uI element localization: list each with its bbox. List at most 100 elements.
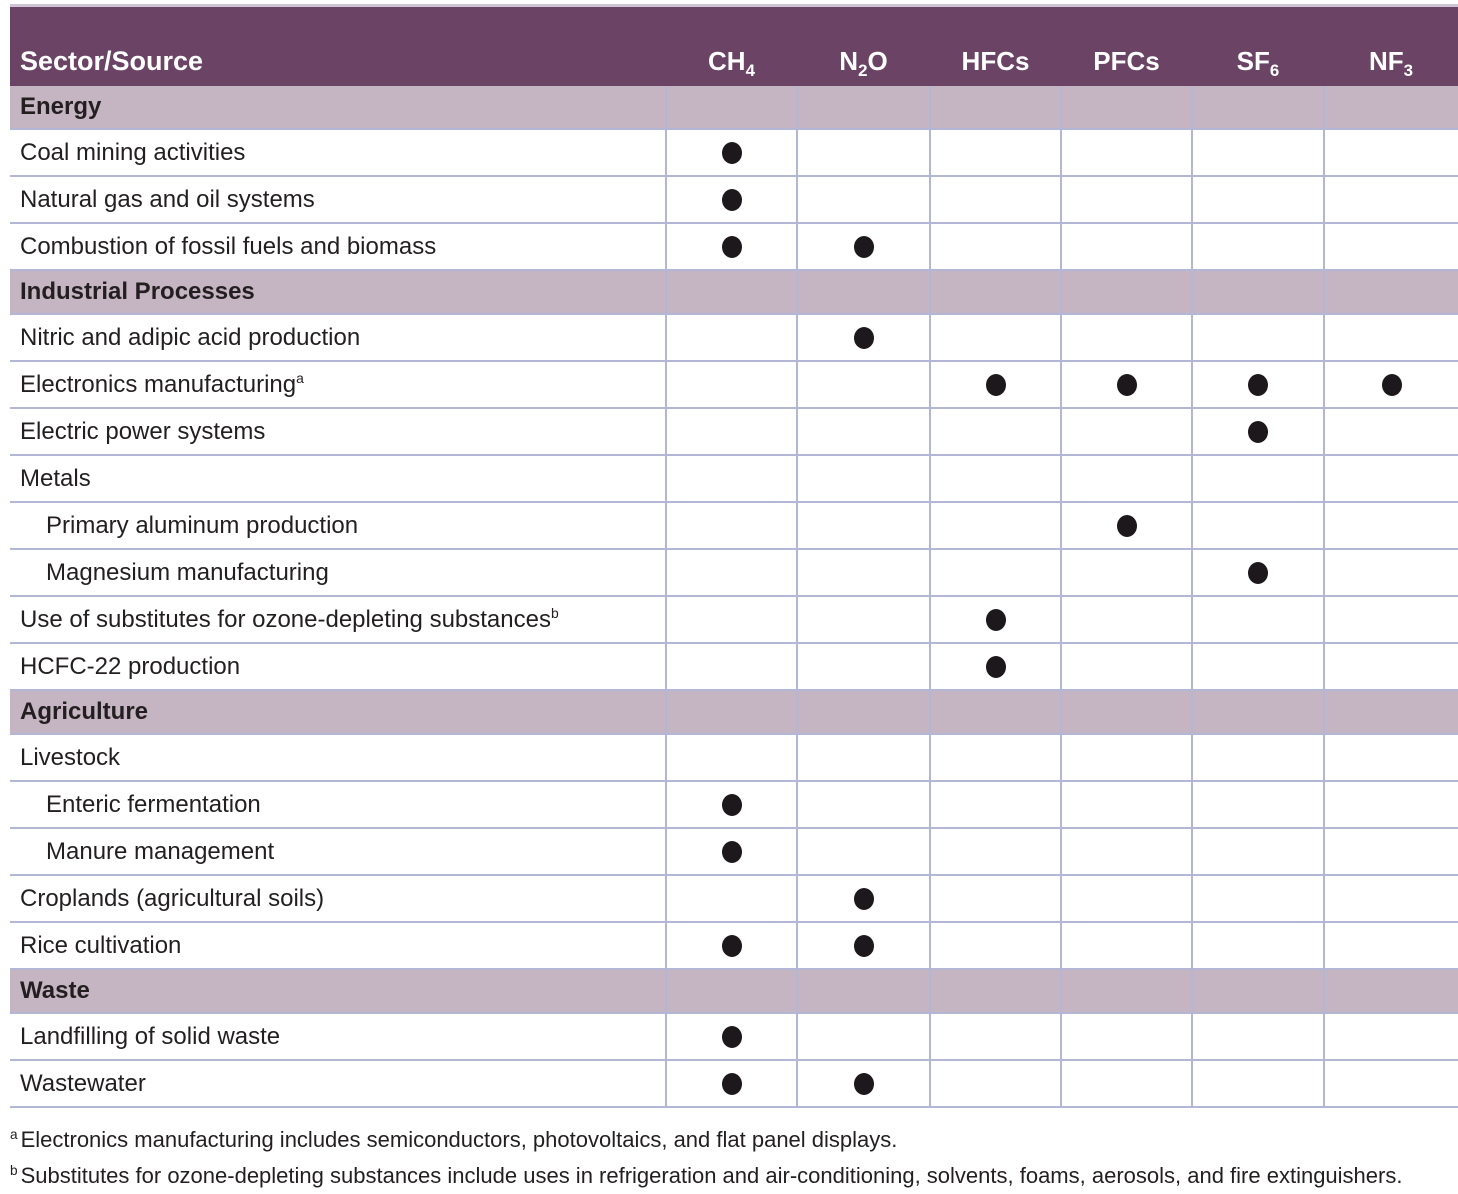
cell-sf6	[1191, 408, 1324, 456]
cell-nf3	[1323, 875, 1458, 923]
cell-hfcs	[929, 781, 1061, 829]
cell-pfcs	[1060, 176, 1192, 224]
cell-ch4	[665, 1013, 797, 1061]
section-label: Energy	[10, 86, 666, 130]
cell-ch4	[665, 314, 797, 362]
cell-ch4	[665, 129, 797, 177]
footnotes: a Electronics manufacturing includes semi…	[10, 1122, 1458, 1194]
cell-sf6	[1191, 969, 1324, 1014]
section-row-agriculture: Agriculture	[10, 690, 1458, 735]
cell-hfcs	[929, 408, 1061, 456]
dot-marker	[721, 235, 742, 258]
row-combustion-of-fossil-fuels-and-biomass: Combustion of fossil fuels and biomass	[10, 223, 1458, 271]
cell-nf3	[1323, 270, 1458, 315]
row-label: Rice cultivation	[10, 922, 666, 970]
cell-hfcs	[929, 549, 1061, 597]
cell-nf3	[1323, 455, 1458, 503]
cell-pfcs	[1060, 129, 1192, 177]
cell-pfcs	[1060, 270, 1192, 315]
cell-nf3	[1323, 502, 1458, 550]
cell-sf6	[1191, 690, 1324, 735]
cell-nf3	[1323, 408, 1458, 456]
dot-marker	[853, 326, 874, 349]
cell-ch4	[665, 690, 797, 735]
cell-hfcs	[929, 596, 1061, 644]
row-label: Electronics manufacturinga	[10, 361, 666, 409]
section-row-industrial-processes: Industrial Processes	[10, 270, 1458, 315]
cell-hfcs	[929, 314, 1061, 362]
cell-pfcs	[1060, 875, 1192, 923]
row-label: Croplands (agricultural soils)	[10, 875, 666, 923]
dot-marker	[853, 934, 874, 957]
cell-nf3	[1323, 643, 1458, 691]
cell-n2o	[796, 643, 930, 691]
row-label: Use of substitutes for ozone-depleting s…	[10, 596, 666, 644]
cell-n2o	[796, 781, 930, 829]
cell-sf6	[1191, 596, 1324, 644]
row-metals: Metals	[10, 455, 1458, 503]
row-magnesium-manufacturing: Magnesium manufacturing	[10, 549, 1458, 597]
section-label: Industrial Processes	[10, 270, 666, 315]
cell-n2o	[796, 690, 930, 735]
dot-marker	[721, 1072, 742, 1095]
cell-nf3	[1323, 922, 1458, 970]
cell-sf6	[1191, 361, 1324, 409]
cell-nf3	[1323, 1060, 1458, 1108]
cell-hfcs	[929, 875, 1061, 923]
row-manure-management: Manure management	[10, 828, 1458, 876]
cell-pfcs	[1060, 314, 1192, 362]
footnote-b: b Substitutes for ozone-depleting substan…	[10, 1158, 1458, 1194]
footnote-a-marker: a	[10, 1126, 18, 1142]
cell-sf6	[1191, 314, 1324, 362]
cell-pfcs	[1060, 922, 1192, 970]
row-hcfc-22-production: HCFC-22 production	[10, 643, 1458, 691]
cell-ch4	[665, 270, 797, 315]
footnote-a-text: Electronics manufacturing includes semic…	[20, 1127, 898, 1152]
cell-sf6	[1191, 828, 1324, 876]
row-rice-cultivation: Rice cultivation	[10, 922, 1458, 970]
row-wastewater: Wastewater	[10, 1060, 1458, 1108]
cell-sf6	[1191, 129, 1324, 177]
cell-hfcs	[929, 969, 1061, 1014]
row-use-of-substitutes-for-ozone-depleting-substances: Use of substitutes for ozone-depleting s…	[10, 596, 1458, 644]
cell-ch4	[665, 455, 797, 503]
cell-ch4	[665, 596, 797, 644]
dot-marker	[721, 840, 742, 863]
row-label: Metals	[10, 455, 666, 503]
dot-marker	[1116, 514, 1137, 537]
cell-n2o	[796, 969, 930, 1014]
row-nitric-and-adipic-acid-production: Nitric and adipic acid production	[10, 314, 1458, 362]
row-label: Magnesium manufacturing	[10, 549, 666, 597]
header-gas-sf6: SF6	[1192, 5, 1324, 86]
row-label: Enteric fermentation	[10, 781, 666, 829]
dot-marker	[985, 655, 1006, 678]
cell-ch4	[665, 922, 797, 970]
cell-ch4	[665, 969, 797, 1014]
cell-pfcs	[1060, 455, 1192, 503]
cell-sf6	[1191, 270, 1324, 315]
dot-marker	[721, 793, 742, 816]
cell-n2o	[796, 828, 930, 876]
cell-n2o	[796, 549, 930, 597]
cell-n2o	[796, 734, 930, 782]
header-gas-n2o: N2O	[797, 5, 930, 86]
footnote-b-marker: b	[10, 1162, 18, 1178]
cell-sf6	[1191, 549, 1324, 597]
header-gas-nf3: NF3	[1324, 5, 1458, 86]
cell-nf3	[1323, 549, 1458, 597]
header-gas-pfcs: PFCs	[1061, 5, 1192, 86]
cell-ch4	[665, 781, 797, 829]
cell-hfcs	[929, 734, 1061, 782]
cell-nf3	[1323, 1013, 1458, 1061]
cell-pfcs	[1060, 549, 1192, 597]
cell-pfcs	[1060, 408, 1192, 456]
cell-nf3	[1323, 596, 1458, 644]
cell-pfcs	[1060, 361, 1192, 409]
cell-nf3	[1323, 734, 1458, 782]
cell-nf3	[1323, 314, 1458, 362]
cell-ch4	[665, 643, 797, 691]
row-label: Primary aluminum production	[10, 502, 666, 550]
cell-nf3	[1323, 223, 1458, 271]
row-enteric-fermentation: Enteric fermentation	[10, 781, 1458, 829]
cell-n2o	[796, 1060, 930, 1108]
